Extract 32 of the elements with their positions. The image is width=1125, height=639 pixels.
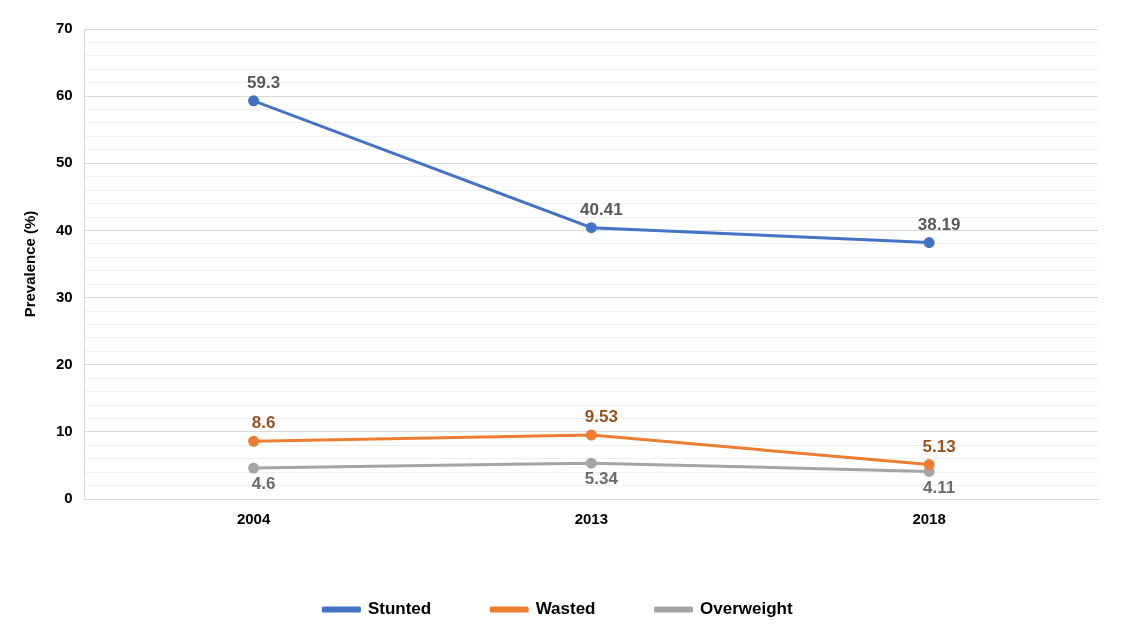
- data-label: 9.53: [584, 407, 618, 427]
- y-tick-label: 50: [56, 153, 73, 171]
- y-tick-label: 30: [56, 287, 73, 305]
- point: [923, 459, 935, 471]
- data-label: 8.6: [251, 413, 276, 433]
- data-label: 4.11: [923, 477, 956, 497]
- point: [585, 222, 597, 234]
- x-tick-label: 2013: [574, 510, 609, 528]
- point: [248, 95, 260, 107]
- y-tick-label: 70: [56, 19, 73, 37]
- data-label: 59.3: [247, 73, 281, 93]
- point: [585, 457, 597, 469]
- legend-label: Overweight: [700, 599, 793, 619]
- point: [923, 237, 935, 249]
- point: [248, 435, 260, 447]
- point: [585, 429, 597, 441]
- x-tick-label: 2004: [236, 510, 271, 528]
- legend-label: Stunted: [367, 599, 432, 619]
- data-label: 38.19: [917, 214, 961, 234]
- point: [248, 462, 260, 474]
- y-tick-label: 60: [56, 86, 73, 104]
- legend-label: Wasted: [535, 599, 596, 619]
- y-tick-label: 20: [56, 354, 73, 372]
- y-tick-label: 10: [56, 422, 73, 439]
- data-label: 40.41: [580, 199, 623, 219]
- data-label: 4.6: [251, 474, 276, 494]
- x-tick-label: 2018: [912, 510, 946, 528]
- y-axis-title: Prevalence (%): [21, 210, 39, 318]
- y-tick-label: 0: [64, 489, 73, 507]
- y-tick-label: 40: [56, 220, 73, 238]
- data-label: 5.34: [584, 469, 619, 489]
- data-label: 5.13: [922, 436, 956, 456]
